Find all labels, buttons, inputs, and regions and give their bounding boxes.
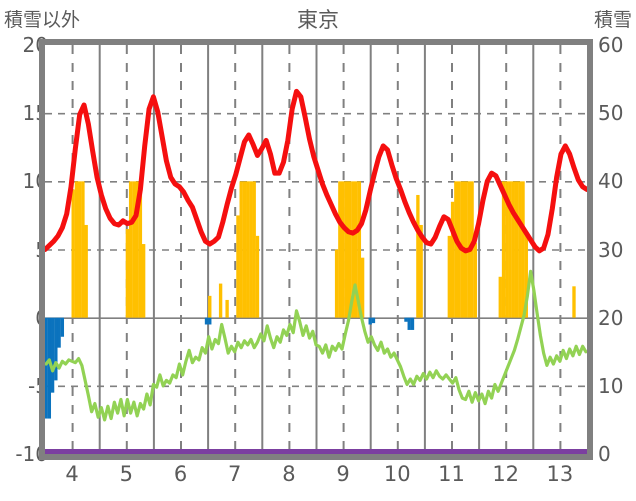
y2-axis-tick-label: 30 <box>598 237 624 262</box>
bar <box>246 181 250 318</box>
bar <box>60 317 65 337</box>
y2-axis-tick-label: 10 <box>598 373 624 398</box>
bar <box>511 181 515 318</box>
x-axis-tick-label: 9 <box>336 462 350 486</box>
bar <box>57 317 61 348</box>
bar <box>84 224 88 318</box>
bar <box>208 295 212 318</box>
bar <box>454 181 458 318</box>
red-upper-line <box>45 88 587 254</box>
bar <box>71 189 75 318</box>
bar <box>508 181 512 318</box>
bar <box>236 215 240 318</box>
bar <box>521 181 525 318</box>
bar <box>368 317 372 325</box>
bar <box>450 201 455 318</box>
bar <box>518 181 522 318</box>
bar <box>404 317 408 322</box>
y2-axis-tick-label: 40 <box>598 169 624 194</box>
x-axis-tick-label: 7 <box>228 462 242 486</box>
bar <box>74 181 79 318</box>
bar <box>45 317 48 419</box>
bar <box>255 235 260 318</box>
page-title: 東京 <box>297 8 339 32</box>
bar <box>347 181 352 318</box>
left-axis-unit-label: 積雪以外 <box>4 9 81 31</box>
bar <box>204 317 209 325</box>
bar <box>360 257 365 318</box>
bar <box>419 224 423 318</box>
blue-bar-group <box>45 317 415 419</box>
green-lower-line <box>45 269 587 422</box>
bar <box>410 317 415 330</box>
y-axis-tick-label: -10 <box>15 442 48 466</box>
bar <box>498 276 502 318</box>
bar <box>208 317 212 325</box>
bar <box>218 283 223 318</box>
plot-area <box>45 45 587 454</box>
x-axis-tick-label: 11 <box>438 462 465 486</box>
bar <box>50 317 55 393</box>
bar <box>514 181 519 318</box>
bar <box>524 233 528 318</box>
bar <box>47 317 52 419</box>
bar <box>371 317 376 324</box>
y2-axis-tick-label: 0 <box>598 442 611 466</box>
bar <box>225 299 229 318</box>
x-axis-tick-label: 5 <box>119 462 133 486</box>
bar <box>505 181 509 318</box>
x-axis-tick-label: 8 <box>282 462 296 486</box>
orange-bar-group <box>71 181 576 318</box>
bar <box>572 286 576 318</box>
bar <box>81 181 85 318</box>
bar <box>242 181 247 318</box>
bar <box>416 194 420 318</box>
x-axis-tick-label: 4 <box>65 462 79 486</box>
x-axis-tick-label: 6 <box>173 462 188 486</box>
bar <box>125 229 130 318</box>
x-axis-tick-label: 13 <box>546 462 574 486</box>
bar <box>357 181 362 318</box>
bar <box>457 181 461 318</box>
bar <box>344 181 349 318</box>
x-axis-tick-label: 10 <box>383 462 411 486</box>
green-line-group <box>45 269 587 422</box>
bar <box>54 317 58 381</box>
bar <box>78 181 82 318</box>
right-axis-unit-label: 積雪 <box>593 9 632 31</box>
bar <box>447 235 452 318</box>
bar <box>141 244 146 318</box>
bar <box>501 181 506 318</box>
red-line-group <box>45 88 587 254</box>
bar <box>138 181 143 318</box>
bar <box>249 181 253 318</box>
bar <box>334 249 339 318</box>
bar <box>135 181 139 318</box>
bar <box>239 181 243 318</box>
y2-axis-tick-label: 60 <box>598 33 624 57</box>
bar <box>128 181 133 318</box>
bar <box>132 181 136 318</box>
x-axis-tick-label: 12 <box>492 462 520 486</box>
bar <box>351 181 355 318</box>
bar <box>407 317 411 330</box>
y2-axis-tick-label: 50 <box>598 101 624 126</box>
bar <box>338 181 342 318</box>
y2-axis-tick-label: 20 <box>598 305 624 330</box>
bar <box>473 242 478 318</box>
bar <box>341 181 345 318</box>
bar <box>252 181 256 318</box>
chart-canvas <box>45 45 587 454</box>
bar <box>354 181 358 318</box>
